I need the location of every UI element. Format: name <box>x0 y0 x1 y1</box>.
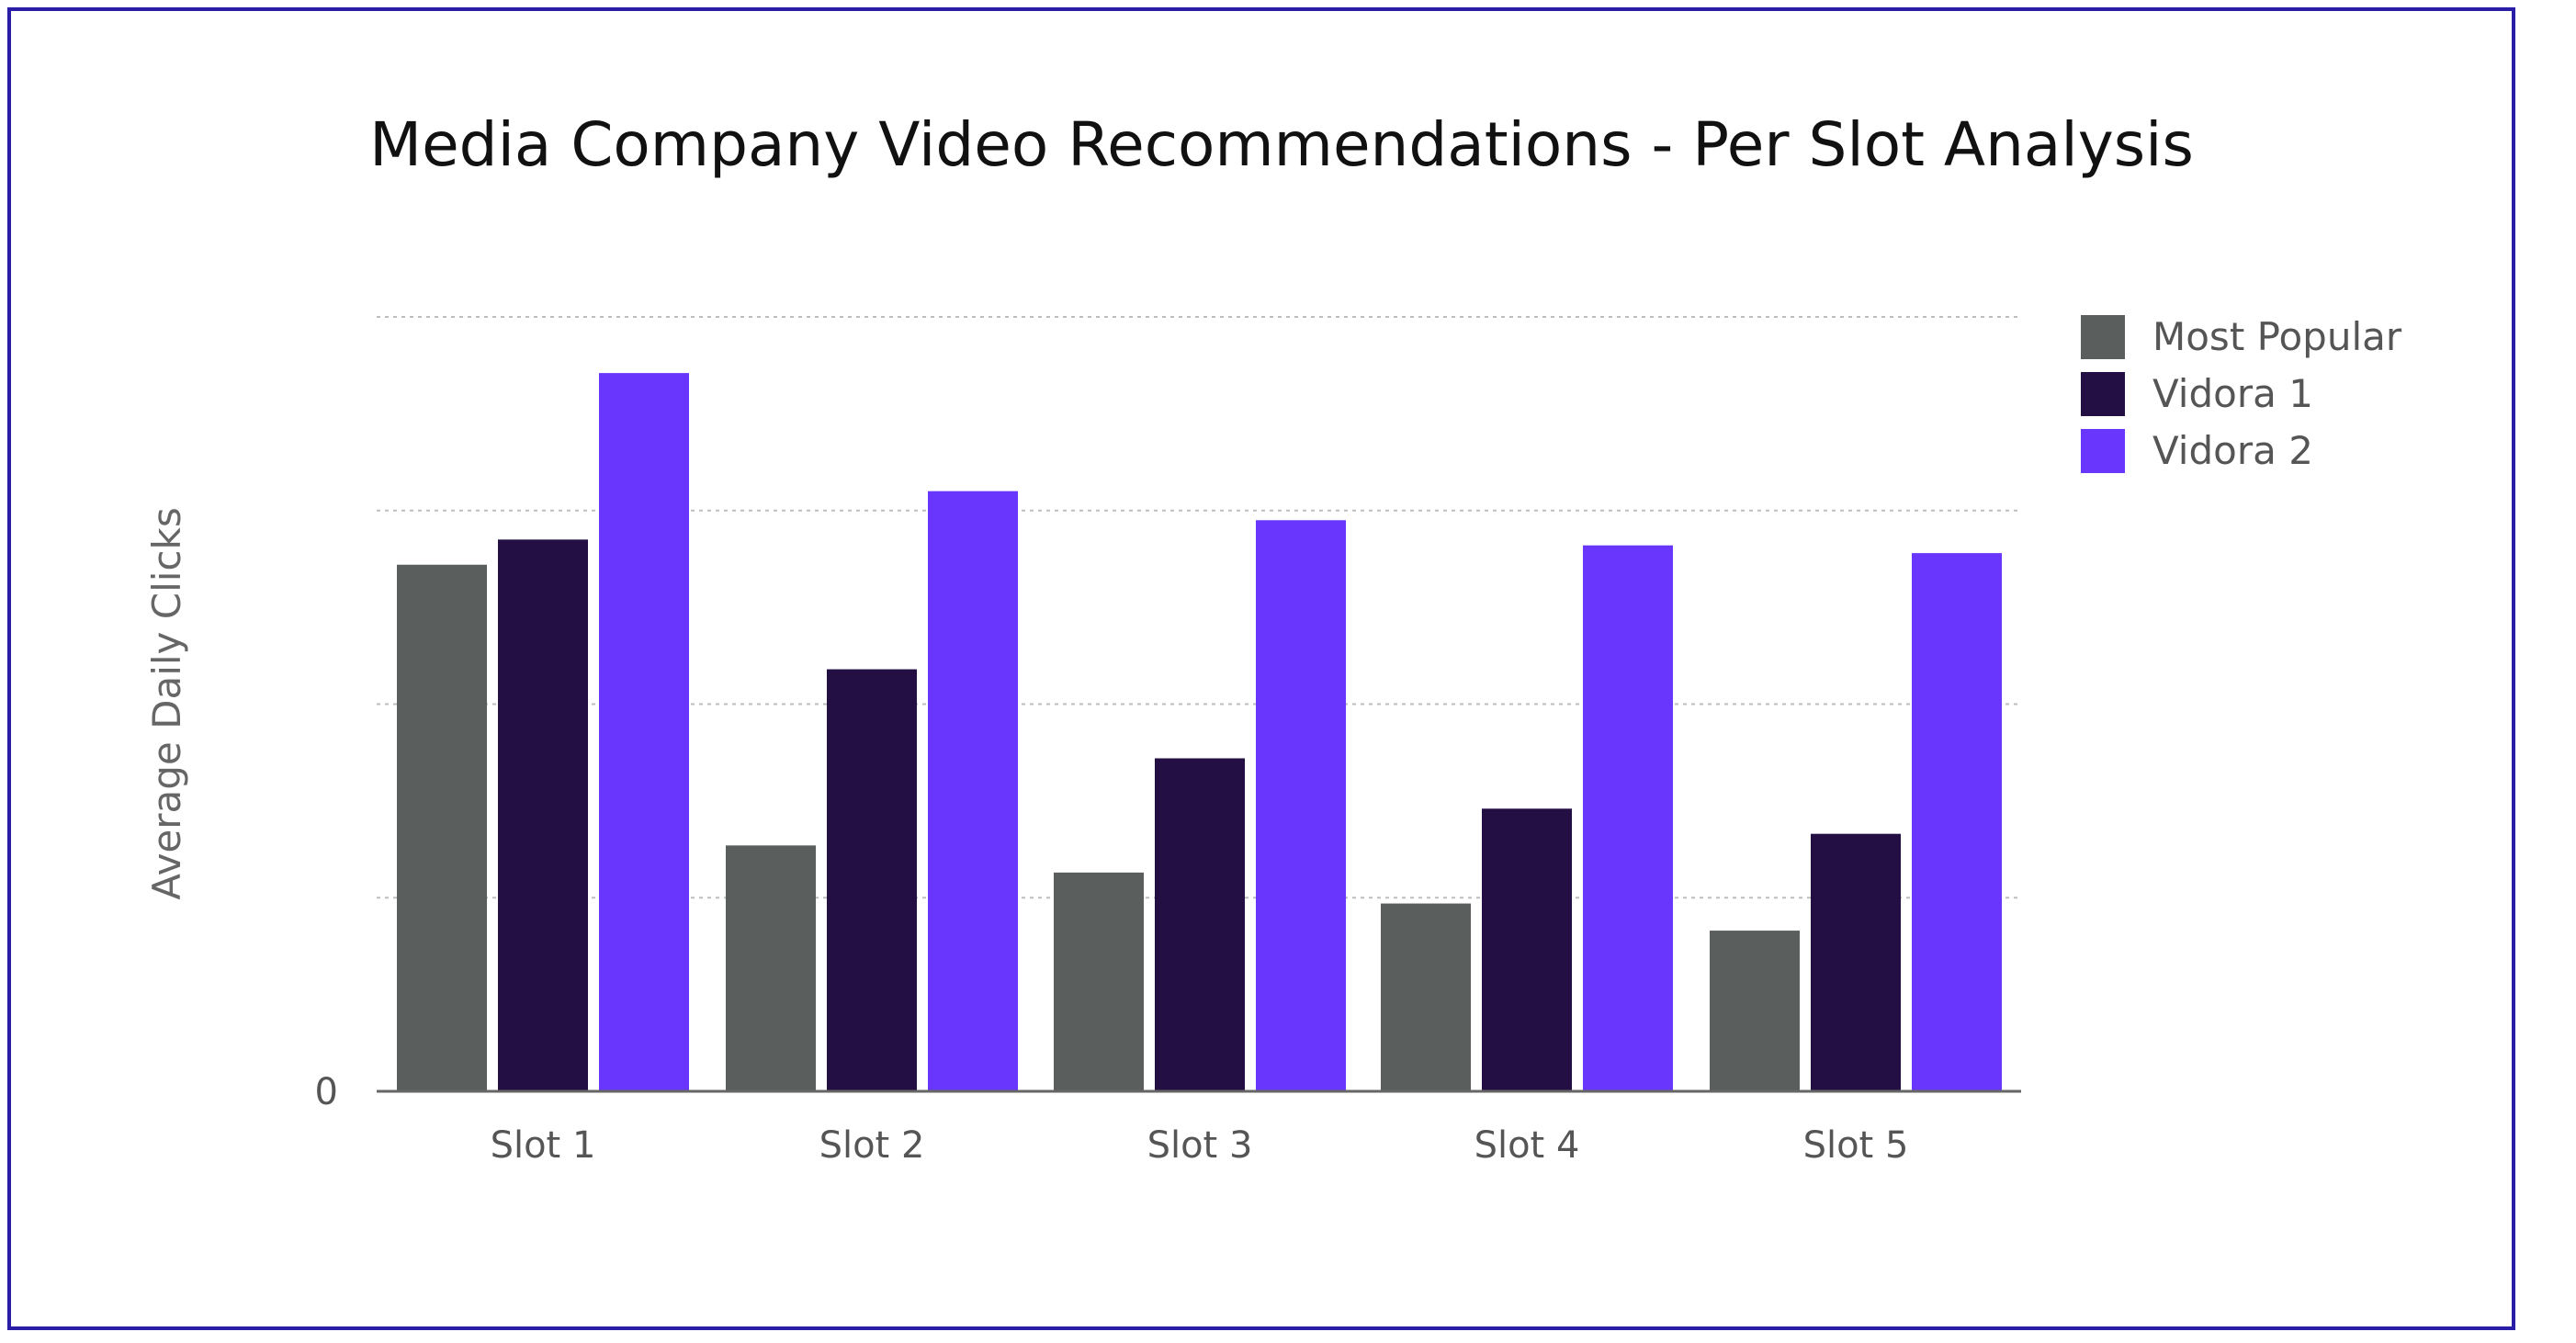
x-tick-label: Slot 5 <box>1803 1124 1909 1167</box>
bar-slot-3-most-popular <box>1054 872 1144 1091</box>
chart-title: Media Company Video Recommendations - Pe… <box>369 109 2194 180</box>
legend-label: Vidora 1 <box>2152 371 2313 416</box>
legend: Most Popular Vidora 1 Vidora 2 <box>2081 314 2402 473</box>
bar-slot-1-vidora-2 <box>599 373 689 1091</box>
bar-slot-5-vidora-1 <box>1811 833 1901 1091</box>
bar-slot-5-most-popular <box>1710 931 1800 1091</box>
bar-slot-4-vidora-1 <box>1482 808 1572 1091</box>
bars <box>397 373 2002 1091</box>
x-tick-label: Slot 1 <box>491 1124 596 1167</box>
bar-slot-3-vidora-1 <box>1155 758 1245 1091</box>
y-axis-label: Average Daily Clicks <box>144 507 189 899</box>
bar-slot-2-vidora-1 <box>827 669 917 1091</box>
legend-swatch <box>2081 429 2125 473</box>
legend-label: Vidora 2 <box>2152 428 2313 473</box>
bar-slot-1-vidora-1 <box>498 539 588 1091</box>
bar-slot-5-vidora-2 <box>1912 553 2002 1091</box>
bar-slot-4-vidora-2 <box>1583 545 1673 1091</box>
legend-label: Most Popular <box>2152 314 2402 359</box>
bar-slot-4-most-popular <box>1381 903 1471 1091</box>
legend-swatch <box>2081 372 2125 416</box>
bar-slot-2-most-popular <box>726 845 816 1091</box>
bar-slot-2-vidora-2 <box>928 491 1018 1091</box>
y-tick-label: 0 <box>315 1071 338 1113</box>
x-tick-label: Slot 2 <box>819 1124 925 1167</box>
x-tick-label: Slot 3 <box>1147 1124 1253 1167</box>
bar-slot-3-vidora-2 <box>1256 520 1346 1091</box>
y-tick-labels: 0 <box>315 1071 338 1113</box>
x-tick-label: Slot 4 <box>1474 1124 1580 1167</box>
bar-slot-1-most-popular <box>397 564 487 1091</box>
x-tick-labels: Slot 1 Slot 2 Slot 3 Slot 4 Slot 5 <box>491 1124 1909 1167</box>
legend-swatch <box>2081 315 2125 359</box>
